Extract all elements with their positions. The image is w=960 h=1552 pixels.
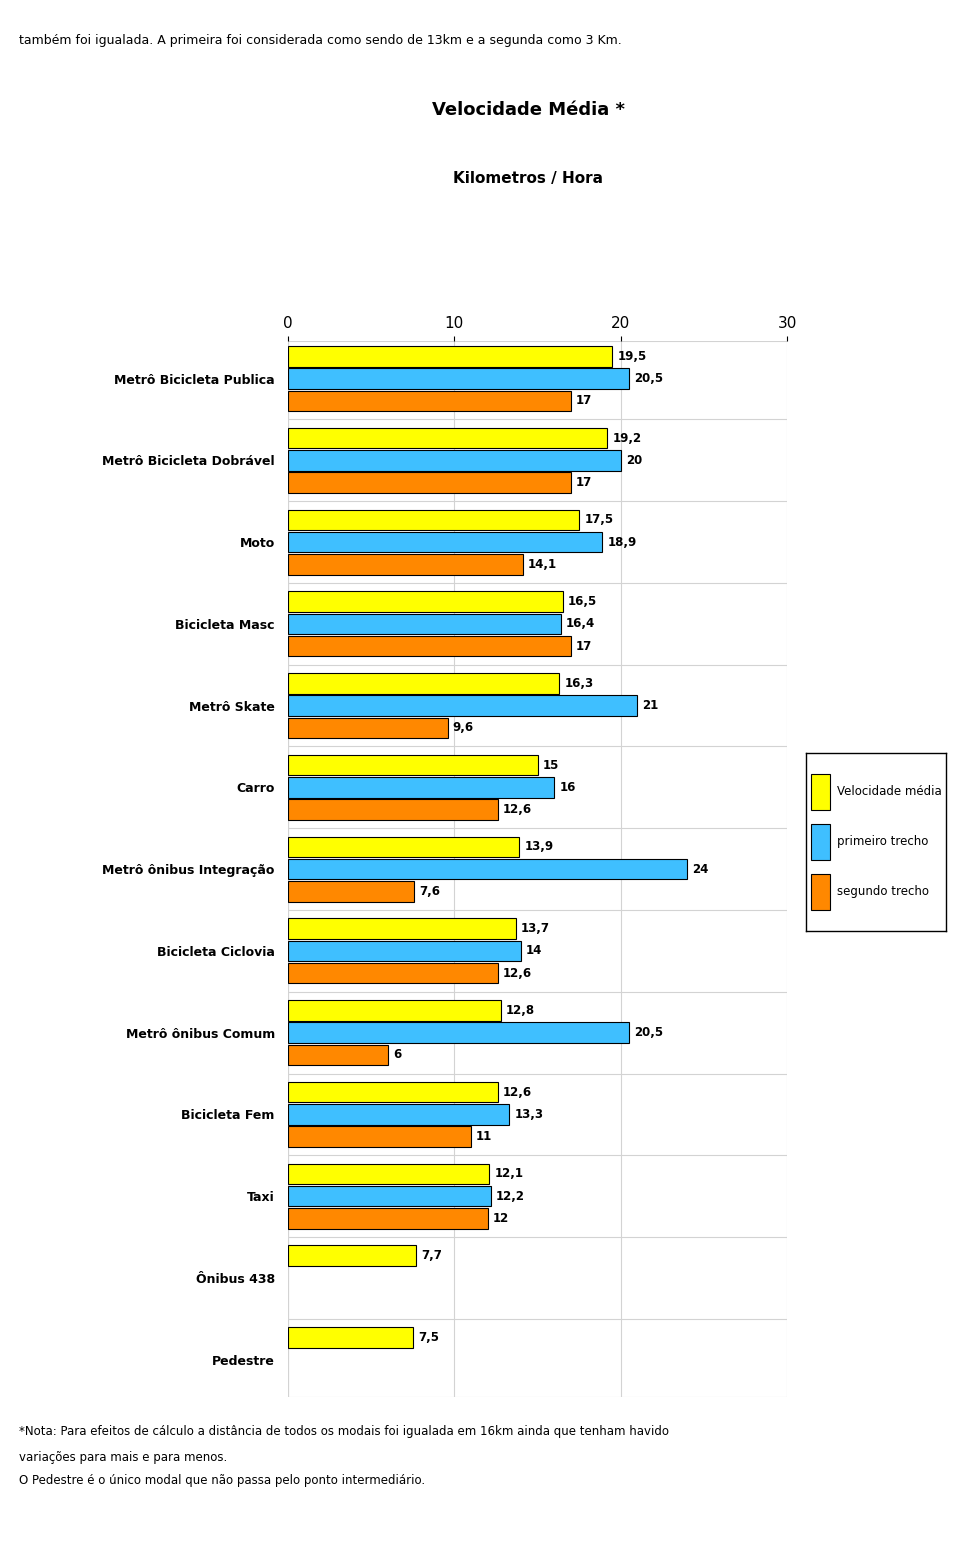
Bar	[288, 1023, 629, 1043]
Text: 17: 17	[576, 476, 592, 489]
Bar	[288, 778, 554, 798]
Bar	[288, 858, 687, 880]
Bar	[288, 717, 447, 739]
Bar	[288, 391, 571, 411]
Text: 11: 11	[476, 1130, 492, 1144]
Bar	[288, 962, 497, 984]
Text: 6: 6	[393, 1049, 401, 1062]
Text: Velocidade Média *: Velocidade Média *	[431, 101, 625, 120]
Bar	[288, 346, 612, 366]
Text: primeiro trecho: primeiro trecho	[837, 835, 928, 849]
Text: 12,6: 12,6	[503, 1085, 532, 1099]
Text: 16,5: 16,5	[567, 594, 597, 608]
Bar	[288, 1186, 491, 1206]
Text: 19,2: 19,2	[612, 431, 641, 444]
Bar	[288, 695, 637, 715]
Text: 13,7: 13,7	[521, 922, 550, 934]
Text: Velocidade média: Velocidade média	[837, 785, 942, 798]
Bar	[288, 450, 621, 470]
Bar	[288, 1207, 488, 1229]
Text: 12,6: 12,6	[503, 967, 532, 979]
Text: *Nota: Para efeitos de cálculo a distância de todos os modais foi igualada em 16: *Nota: Para efeitos de cálculo a distânc…	[19, 1425, 669, 1437]
Text: 7,7: 7,7	[421, 1249, 442, 1262]
Bar	[288, 1164, 490, 1184]
Bar	[288, 882, 415, 902]
Text: 15: 15	[542, 759, 559, 771]
Bar	[810, 824, 830, 860]
Bar	[288, 613, 561, 635]
Text: 18,9: 18,9	[608, 535, 636, 548]
Text: 12,8: 12,8	[506, 1004, 535, 1017]
Bar	[288, 428, 608, 449]
Text: 21: 21	[642, 698, 659, 712]
Bar	[288, 591, 563, 611]
Text: 13,9: 13,9	[524, 840, 553, 854]
Text: O Pedestre é o único modal que não passa pelo ponto intermediário.: O Pedestre é o único modal que não passa…	[19, 1474, 425, 1487]
Bar	[288, 1327, 413, 1347]
Text: 13,3: 13,3	[515, 1108, 543, 1121]
Text: 12,6: 12,6	[503, 804, 532, 816]
Text: 20,5: 20,5	[635, 1026, 663, 1040]
Text: 20,5: 20,5	[635, 372, 663, 385]
Bar	[288, 636, 571, 656]
Bar	[288, 754, 538, 776]
Text: 19,5: 19,5	[617, 349, 647, 363]
Bar	[288, 368, 629, 390]
Text: 7,6: 7,6	[420, 885, 441, 899]
Bar	[288, 674, 560, 694]
Bar	[288, 509, 579, 531]
Bar	[288, 919, 516, 939]
Text: 17: 17	[576, 639, 592, 653]
Text: Kilometros / Hora: Kilometros / Hora	[453, 171, 603, 186]
Bar	[288, 1103, 510, 1125]
Text: também foi igualada. A primeira foi considerada como sendo de 13km e a segunda c: também foi igualada. A primeira foi cons…	[19, 34, 622, 47]
Bar	[288, 1245, 416, 1266]
Text: ativo: ativo	[851, 1519, 877, 1530]
Bar	[810, 874, 830, 909]
Bar	[288, 837, 519, 857]
Bar	[288, 1127, 471, 1147]
Text: 16,3: 16,3	[564, 677, 593, 689]
Text: 14: 14	[526, 944, 542, 958]
Bar	[288, 799, 497, 819]
Bar	[288, 941, 521, 961]
Text: 12: 12	[492, 1212, 509, 1225]
Text: 24: 24	[692, 863, 708, 875]
Text: 9,6: 9,6	[453, 722, 474, 734]
Text: 12,1: 12,1	[494, 1167, 523, 1181]
Bar	[288, 999, 501, 1021]
Bar	[288, 1044, 388, 1065]
Text: transporte: transporte	[844, 1496, 884, 1505]
Bar	[288, 554, 522, 574]
Bar	[810, 774, 830, 810]
Bar	[288, 472, 571, 494]
Bar	[288, 532, 603, 553]
Text: 20: 20	[626, 453, 642, 467]
Text: 17,5: 17,5	[585, 514, 613, 526]
Text: segundo trecho: segundo trecho	[837, 886, 929, 899]
Text: 16: 16	[560, 781, 576, 795]
Text: 17: 17	[576, 394, 592, 407]
Text: 12,2: 12,2	[496, 1190, 525, 1203]
Text: 14,1: 14,1	[528, 557, 557, 571]
Text: 7,5: 7,5	[418, 1332, 439, 1344]
Text: variações para mais e para menos.: variações para mais e para menos.	[19, 1451, 228, 1464]
Text: 16,4: 16,4	[565, 618, 595, 630]
Bar	[288, 1082, 497, 1102]
